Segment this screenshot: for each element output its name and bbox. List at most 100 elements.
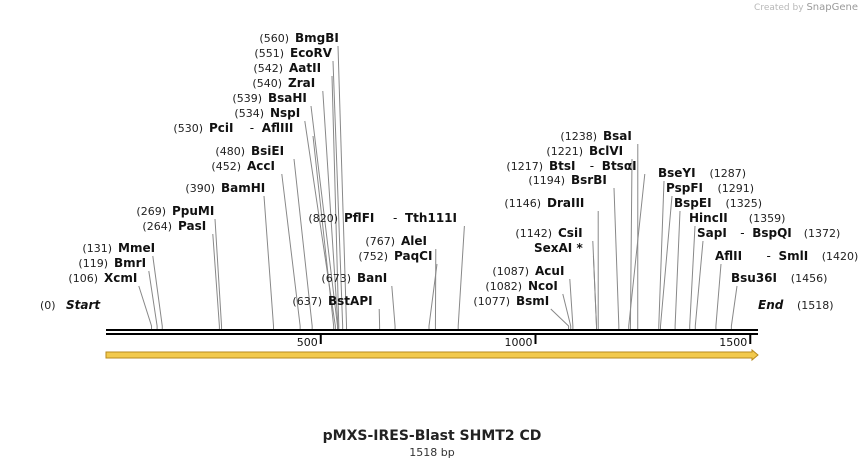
site-label-bsrbi[interactable]: (1194) BsrBI (528, 173, 606, 187)
leader-line-acci (281, 173, 301, 330)
site-position: (452) (211, 160, 241, 173)
leader-line-bclvi (629, 158, 633, 330)
site-label-acui[interactable]: (1087) AcuI (492, 264, 564, 278)
site-label-pasi[interactable]: (264) PasI (142, 219, 206, 233)
site-position: (269) (136, 205, 166, 218)
site-label-ppumi[interactable]: (269) PpuMI (136, 204, 214, 218)
site-label-bclvi[interactable]: (1221) BclVI (546, 144, 623, 158)
leader-line-bsiei (293, 158, 313, 330)
site-name: AflII (715, 249, 742, 263)
site-position: (1420) (822, 250, 859, 263)
site-name: PflFI (344, 211, 374, 225)
site-position: (1217) (506, 160, 543, 173)
end-position: (1518) (797, 299, 834, 312)
site-label-nspi[interactable]: (534) NspI (234, 106, 300, 120)
site-name-alt: Tth111I (405, 211, 457, 225)
site-label-pflfi-tth111i[interactable]: (820) PflFI - Tth111I (308, 211, 457, 225)
site-label-btsi-bts-i[interactable]: (1217) BtsI - BtsαI (506, 159, 636, 173)
site-name: MmeI (118, 241, 155, 255)
site-name: BmgBI (295, 31, 339, 45)
feature-arrow[interactable] (105, 348, 759, 362)
site-name: BamHI (221, 181, 265, 195)
site-name: BspEI (674, 196, 712, 210)
site-label-xcmi[interactable]: (106) XcmI (68, 271, 137, 285)
site-position: (119) (78, 257, 108, 270)
site-label-ecorv[interactable]: (551) EcoRV (254, 46, 332, 60)
site-label-bamhi[interactable]: (390) BamHI (185, 181, 265, 195)
site-name: ZraI (288, 76, 315, 90)
credit-prefix: Created by (754, 3, 804, 13)
site-label-bstapi[interactable]: (637) BstAPI (292, 294, 372, 308)
site-name: BclVI (589, 144, 623, 158)
feature-arrow-shape[interactable] (105, 348, 759, 362)
site-name: NspI (270, 106, 300, 120)
site-label-sapi-bspqi[interactable]: SapI - BspQI (1372) (697, 226, 840, 240)
site-label-paqci[interactable]: (752) PaqCI (358, 249, 432, 263)
end-label: End (758, 298, 784, 312)
leader-line-bspei (674, 210, 681, 330)
site-label-bspei[interactable]: BspEI (1325) (674, 196, 762, 210)
site-name: PaqCI (394, 249, 432, 263)
site-label-ncoi[interactable]: (1082) NcoI (485, 279, 557, 293)
site-name: AleI (401, 234, 427, 248)
ruler-tick-label-1000: 1000 (505, 336, 533, 349)
site-label-mmei[interactable]: (131) MmeI (82, 241, 155, 255)
site-name: BseYI (658, 166, 696, 180)
site-position: (1142) (515, 227, 552, 240)
leader-line-aatii (331, 75, 340, 330)
site-position: (673) (321, 272, 351, 285)
site-name-alt: BtsαI (602, 159, 637, 173)
site-name: BsiEI (251, 144, 284, 158)
leader-line-bsrbi (613, 187, 620, 330)
site-position: (542) (253, 62, 283, 75)
site-name: EcoRV (290, 46, 333, 60)
leader-line-csii (592, 240, 598, 330)
site-name: AccI (247, 159, 275, 173)
leader-line-bmri (148, 270, 158, 330)
site-position: (1082) (485, 280, 522, 293)
leader-line-zrai (322, 90, 339, 330)
site-label-sexai[interactable]: SexAI * (534, 241, 583, 255)
site-label-alei[interactable]: (767) AleI (365, 234, 427, 248)
site-label-bmgbi[interactable]: (560) BmgBI (259, 31, 338, 45)
site-label-pspfi[interactable]: PspFI (1291) (666, 181, 754, 195)
site-name: SexAI * (534, 241, 583, 255)
site-label-pcii-afliii[interactable]: (530) PciI - AflIII (173, 121, 293, 135)
site-label-bsmi[interactable]: (1077) BsmI (473, 294, 549, 308)
site-label-bsu36i[interactable]: Bsu36I (1456) (731, 271, 827, 285)
site-label-csii[interactable]: (1142) CsiI (515, 226, 582, 240)
site-name: PasI (178, 219, 206, 233)
start-position: (0) (40, 299, 56, 312)
leader-line-pspfi (660, 195, 673, 330)
site-label-draiii[interactable]: (1146) DraIII (504, 196, 584, 210)
site-name: BtsI (549, 159, 576, 173)
site-label-acci[interactable]: (452) AccI (211, 159, 275, 173)
site-label-hincii[interactable]: HincII (1359) (689, 211, 785, 225)
site-label-bseyi[interactable]: BseYI (1287) (658, 166, 746, 180)
site-name: BanI (357, 271, 387, 285)
site-position: (540) (252, 77, 282, 90)
site-position: (1372) (804, 227, 841, 240)
site-position: (767) (365, 235, 395, 248)
site-name: Bsu36I (731, 271, 777, 285)
site-position: (1291) (718, 182, 755, 195)
site-label-zrai[interactable]: (540) ZraI (252, 76, 315, 90)
site-position: (752) (358, 250, 388, 263)
leader-line-pcii-afliii (312, 135, 335, 330)
site-position: (1194) (528, 174, 565, 187)
leader-line-btsi-bts-i (628, 173, 646, 330)
leader-line-bmgbi (337, 45, 348, 330)
site-label-bsahi[interactable]: (539) BsaHI (232, 91, 307, 105)
leader-line-bani (391, 285, 396, 330)
site-label-bsai[interactable]: (1238) BsaI (560, 129, 631, 143)
site-label-bmri[interactable]: (119) BmrI (78, 256, 146, 270)
site-label-aflii-smli[interactable]: AflII - SmlI (1420) (715, 249, 858, 263)
map-length: 1518 bp (409, 446, 455, 459)
site-label-bsiei[interactable]: (480) BsiEI (215, 144, 284, 158)
leader-line-pasi (212, 233, 220, 330)
site-name: XcmI (104, 271, 137, 285)
site-position: (1238) (560, 130, 597, 143)
site-label-aatii[interactable]: (542) AatII (253, 61, 321, 75)
site-label-bani[interactable]: (673) BanI (321, 271, 387, 285)
site-position: (560) (259, 32, 289, 45)
